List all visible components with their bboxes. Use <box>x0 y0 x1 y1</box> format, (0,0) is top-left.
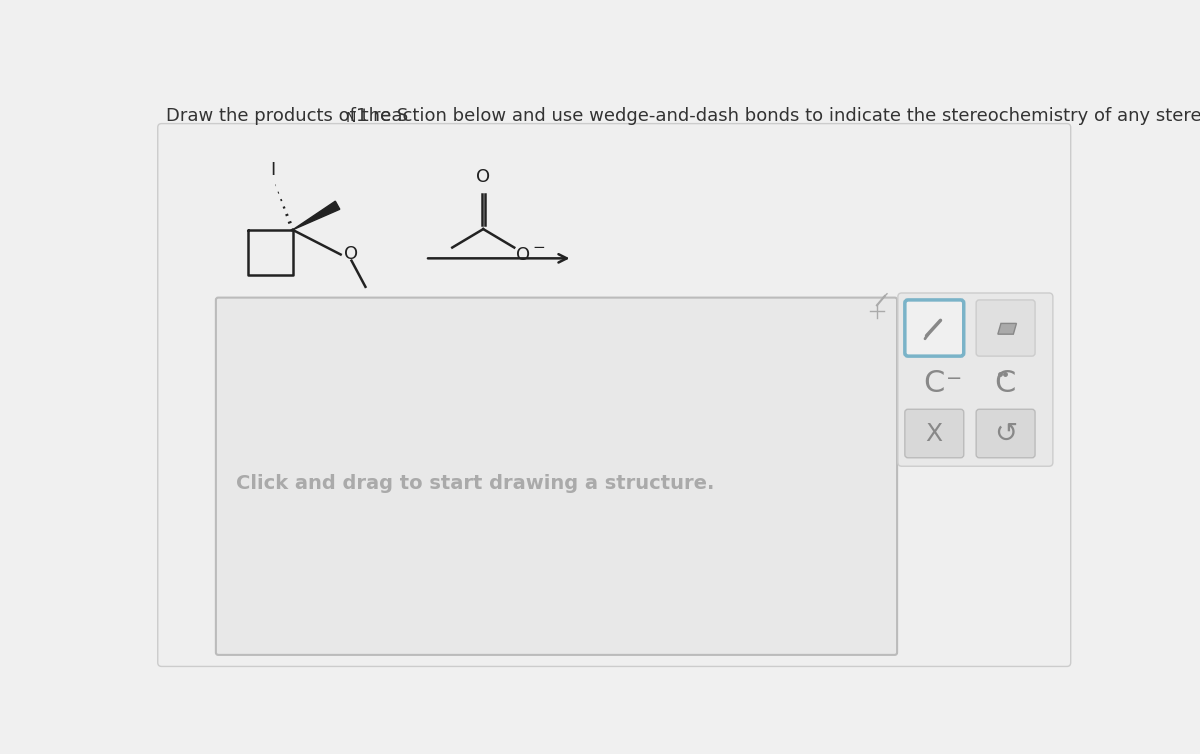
Text: O: O <box>516 247 530 264</box>
FancyBboxPatch shape <box>898 293 1052 466</box>
Text: C: C <box>924 369 944 398</box>
Text: 1 reaction below and use wedge-and-dash bonds to indicate the stereochemistry of: 1 reaction below and use wedge-and-dash … <box>356 107 1200 125</box>
Text: C: C <box>994 369 1015 398</box>
Text: −: − <box>946 369 962 388</box>
Polygon shape <box>293 201 340 230</box>
FancyBboxPatch shape <box>905 300 964 356</box>
Text: X: X <box>925 421 943 446</box>
Text: ↺: ↺ <box>994 419 1018 448</box>
FancyBboxPatch shape <box>976 409 1036 458</box>
Text: I: I <box>271 161 276 179</box>
Text: −: − <box>532 240 545 255</box>
Polygon shape <box>998 323 1016 334</box>
Text: N: N <box>346 111 356 124</box>
FancyBboxPatch shape <box>976 300 1036 356</box>
Text: O: O <box>343 246 358 263</box>
FancyBboxPatch shape <box>216 298 898 655</box>
Text: Click and drag to start drawing a structure.: Click and drag to start drawing a struct… <box>236 474 714 493</box>
FancyBboxPatch shape <box>157 124 1070 667</box>
Text: Draw the products of the S: Draw the products of the S <box>166 107 408 125</box>
FancyBboxPatch shape <box>905 409 964 458</box>
Text: O: O <box>476 168 491 186</box>
